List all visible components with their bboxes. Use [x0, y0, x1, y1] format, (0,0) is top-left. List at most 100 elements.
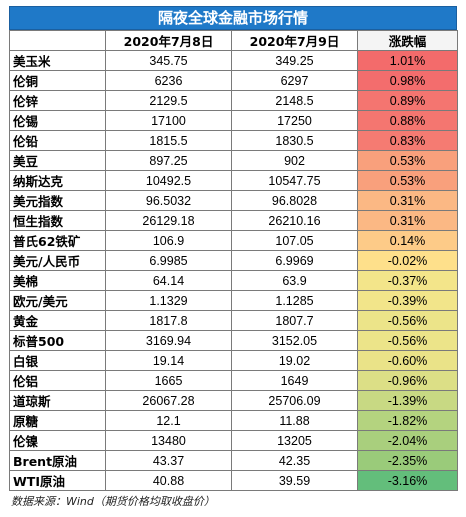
- row-change: 0.53%: [357, 150, 458, 171]
- row-value-day1: 897.25: [105, 150, 232, 171]
- row-change: -0.39%: [357, 290, 458, 311]
- row-change: 0.53%: [357, 170, 458, 191]
- row-name: 美棉: [9, 270, 106, 291]
- row-value-day2: 349.25: [231, 50, 358, 71]
- row-value-day1: 64.14: [105, 270, 232, 291]
- table-row: Brent原油 43.37 42.35 -2.35%: [9, 450, 458, 471]
- row-value-day1: 43.37: [105, 450, 232, 471]
- table-row: 美元/人民币 6.9985 6.9969 -0.02%: [9, 250, 458, 271]
- row-value-day2: 3152.05: [231, 330, 358, 351]
- table-row: 普氏62铁矿 106.9 107.05 0.14%: [9, 230, 458, 251]
- row-name: 美豆: [9, 150, 106, 171]
- row-value-day1: 6.9985: [105, 250, 232, 271]
- row-value-day1: 1665: [105, 370, 232, 391]
- header-name: [9, 30, 106, 51]
- row-value-day1: 6236: [105, 70, 232, 91]
- row-change: -0.60%: [357, 350, 458, 371]
- row-change: -0.37%: [357, 270, 458, 291]
- table-row: 伦铝 1665 1649 -0.96%: [9, 370, 458, 391]
- row-value-day2: 96.8028: [231, 190, 358, 211]
- row-value-day2: 902: [231, 150, 358, 171]
- row-value-day2: 13205: [231, 430, 358, 451]
- row-value-day1: 2129.5: [105, 90, 232, 111]
- row-change: 0.14%: [357, 230, 458, 251]
- row-change: 0.83%: [357, 130, 458, 151]
- table-row: 原糖 12.1 11.88 -1.82%: [9, 410, 458, 431]
- row-value-day1: 40.88: [105, 470, 232, 491]
- row-name: 原糖: [9, 410, 106, 431]
- row-change: 1.01%: [357, 50, 458, 71]
- header-date-2: 2020年7月9日: [231, 30, 358, 51]
- row-name: 美玉米: [9, 50, 106, 71]
- table-row: 美玉米 345.75 349.25 1.01%: [9, 50, 458, 71]
- table-row: 道琼斯 26067.28 25706.09 -1.39%: [9, 390, 458, 411]
- row-name: 美元指数: [9, 190, 106, 211]
- row-value-day1: 26067.28: [105, 390, 232, 411]
- row-change: -1.39%: [357, 390, 458, 411]
- table-row: 美元指数 96.5032 96.8028 0.31%: [9, 190, 458, 211]
- row-name: 伦铅: [9, 130, 106, 151]
- row-change: 0.89%: [357, 90, 458, 111]
- row-value-day1: 106.9: [105, 230, 232, 251]
- row-name: WTI原油: [9, 470, 106, 491]
- row-value-day1: 345.75: [105, 50, 232, 71]
- row-value-day2: 63.9: [231, 270, 358, 291]
- row-change: -0.02%: [357, 250, 458, 271]
- table-row: 标普500 3169.94 3152.05 -0.56%: [9, 330, 458, 351]
- table-row: 伦锡 17100 17250 0.88%: [9, 110, 458, 131]
- row-value-day2: 1830.5: [231, 130, 358, 151]
- row-value-day1: 1815.5: [105, 130, 232, 151]
- row-change: -3.16%: [357, 470, 458, 491]
- row-change: -0.96%: [357, 370, 458, 391]
- table-row: 纳斯达克 10492.5 10547.75 0.53%: [9, 170, 458, 191]
- row-value-day1: 12.1: [105, 410, 232, 431]
- row-value-day2: 1649: [231, 370, 358, 391]
- row-change: 0.31%: [357, 210, 458, 231]
- header-row: 2020年7月8日 2020年7月9日 涨跌幅: [9, 30, 458, 51]
- row-value-day1: 19.14: [105, 350, 232, 371]
- header-change: 涨跌幅: [357, 30, 458, 51]
- row-change: -2.35%: [357, 450, 458, 471]
- row-name: 伦镍: [9, 430, 106, 451]
- table-row: 美豆 897.25 902 0.53%: [9, 150, 458, 171]
- table-row: 黄金 1817.8 1807.7 -0.56%: [9, 310, 458, 331]
- row-name: 美元/人民币: [9, 250, 106, 271]
- row-name: 道琼斯: [9, 390, 106, 411]
- row-name: 标普500: [9, 330, 106, 351]
- row-name: 普氏62铁矿: [9, 230, 106, 251]
- row-value-day2: 17250: [231, 110, 358, 131]
- row-value-day2: 1807.7: [231, 310, 358, 331]
- row-value-day1: 3169.94: [105, 330, 232, 351]
- row-value-day2: 2148.5: [231, 90, 358, 111]
- table-row: 伦铅 1815.5 1830.5 0.83%: [9, 130, 458, 151]
- row-name: 黄金: [9, 310, 106, 331]
- row-name: 白银: [9, 350, 106, 371]
- row-value-day2: 6.9969: [231, 250, 358, 271]
- row-name: 欧元/美元: [9, 290, 106, 311]
- row-value-day2: 19.02: [231, 350, 358, 371]
- source-note: 数据来源：Wind（期货价格均取收盘价）: [11, 495, 215, 508]
- market-table-panel: 隔夜全球金融市场行情 2020年7月8日 2020年7月9日 涨跌幅 美玉米 34…: [9, 6, 458, 509]
- row-value-day1: 96.5032: [105, 190, 232, 211]
- row-change: 0.88%: [357, 110, 458, 131]
- row-value-day2: 10547.75: [231, 170, 358, 191]
- row-name: 伦铜: [9, 70, 106, 91]
- row-value-day1: 17100: [105, 110, 232, 131]
- row-change: 0.98%: [357, 70, 458, 91]
- row-change: -1.82%: [357, 410, 458, 431]
- table-row: 欧元/美元 1.1329 1.1285 -0.39%: [9, 290, 458, 311]
- row-value-day1: 1.1329: [105, 290, 232, 311]
- row-value-day1: 10492.5: [105, 170, 232, 191]
- row-value-day2: 26210.16: [231, 210, 358, 231]
- row-value-day1: 26129.18: [105, 210, 232, 231]
- row-name: 纳斯达克: [9, 170, 106, 191]
- market-table: 2020年7月8日 2020年7月9日 涨跌幅 美玉米 345.75 349.25 1…: [9, 30, 458, 491]
- row-name: 伦铝: [9, 370, 106, 391]
- row-value-day1: 1817.8: [105, 310, 232, 331]
- row-value-day2: 25706.09: [231, 390, 358, 411]
- row-value-day2: 39.59: [231, 470, 358, 491]
- row-value-day2: 11.88: [231, 410, 358, 431]
- row-value-day2: 6297: [231, 70, 358, 91]
- row-change: -0.56%: [357, 310, 458, 331]
- table-row: 伦镍 13480 13205 -2.04%: [9, 430, 458, 451]
